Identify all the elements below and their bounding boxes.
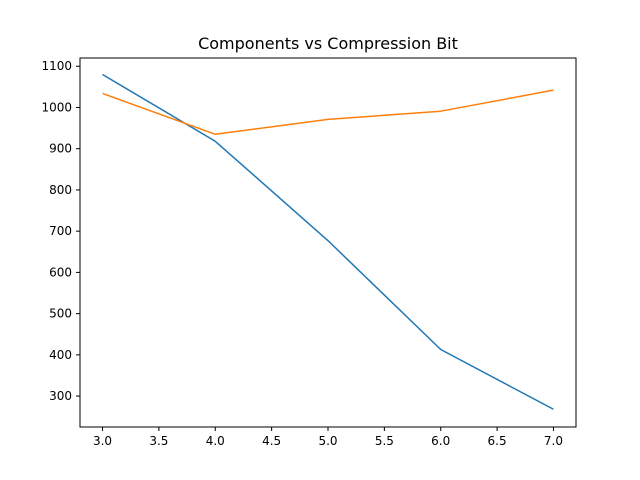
x-tick-label: 6.5 (488, 434, 507, 448)
series-line-1 (102, 73, 554, 410)
y-tick-label: 300 (49, 389, 72, 403)
x-tick-label: 5.0 (318, 434, 337, 448)
x-axis: 3.0 3.5 4.0 4.5 5.0 5.5 6.0 6.5 7.0 (93, 427, 563, 448)
x-tick-label: 3.5 (149, 434, 168, 448)
series-line-2 (102, 89, 554, 136)
x-tick-label: 6.0 (431, 434, 450, 448)
y-tick-label: 600 (49, 265, 72, 279)
x-tick-label: 4.5 (262, 434, 281, 448)
y-tick-label: 1000 (41, 100, 72, 114)
series-layer (102, 73, 554, 410)
x-tick-label: 5.5 (375, 434, 394, 448)
y-tick-label: 500 (49, 307, 72, 321)
y-tick-label: 900 (49, 142, 72, 156)
y-tick-label: 700 (49, 224, 72, 238)
y-tick-label: 1100 (41, 59, 72, 73)
x-tick-label: 3.0 (93, 434, 112, 448)
x-tick-label: 4.0 (206, 434, 225, 448)
y-axis: 300 400 500 600 700 800 900 1000 1100 (41, 59, 80, 403)
y-tick-label: 800 (49, 183, 72, 197)
y-tick-label: 400 (49, 348, 72, 362)
chart-title: Components vs Compression Bit (198, 34, 458, 53)
x-tick-label: 7.0 (544, 434, 563, 448)
